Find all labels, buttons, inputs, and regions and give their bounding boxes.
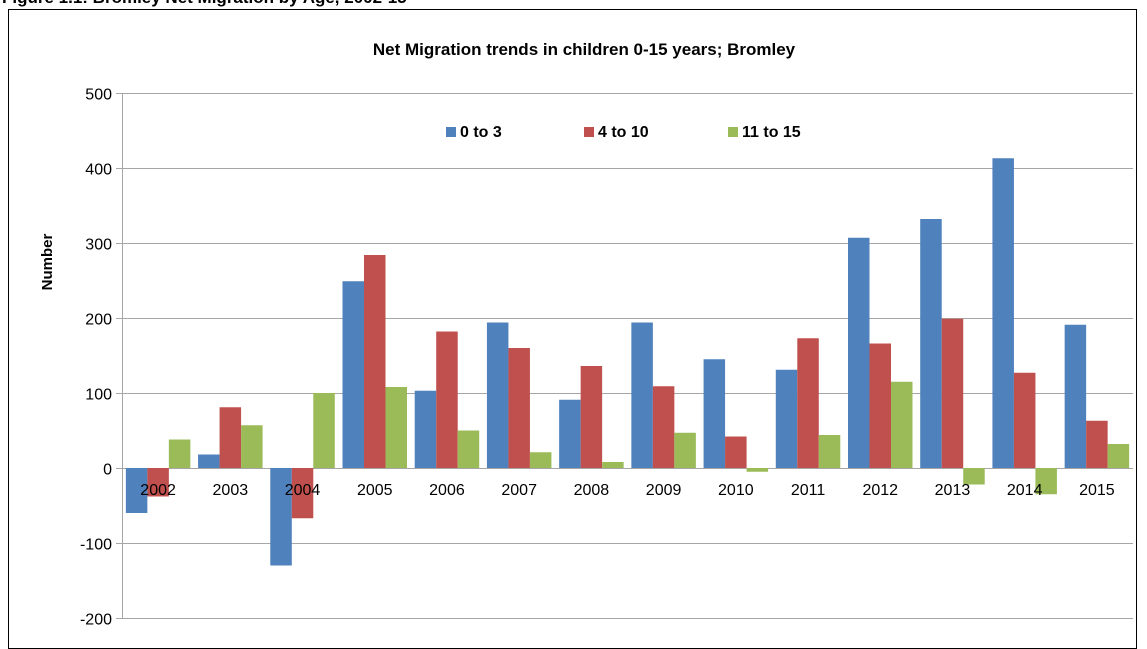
x-tick-label: 2012 <box>862 482 898 499</box>
bar-11-to-15-2003 <box>241 425 263 468</box>
bar-0-to-3-2008 <box>559 399 581 468</box>
x-tick-label: 2002 <box>140 482 176 499</box>
bar-0-to-3-2004 <box>270 468 292 566</box>
y-tick-label: 300 <box>85 237 112 254</box>
x-tick-label: 2007 <box>501 482 537 499</box>
x-tick-label: 2010 <box>718 482 754 499</box>
chart-title: Net Migration trends in children 0-15 ye… <box>373 40 796 59</box>
bar-11-to-15-2005 <box>385 387 407 468</box>
bar-0-to-3-2013 <box>920 219 942 468</box>
gridlines <box>116 93 1133 619</box>
x-tick-label: 2005 <box>357 482 393 499</box>
bar-0-to-3-2010 <box>703 359 726 468</box>
bar-11-to-15-2014 <box>1035 468 1057 495</box>
bar-4-to-10-2005 <box>364 255 386 468</box>
bar-0-to-3-2015 <box>1064 324 1087 468</box>
x-tick-label: 2003 <box>213 482 249 499</box>
y-axis-label: Number <box>39 234 56 291</box>
y-axis-ticks: -200 -100 0 100 200 300 400 500 <box>80 87 112 629</box>
bar-11-to-15-2009 <box>674 432 696 468</box>
x-tick-label: 2015 <box>1079 482 1115 499</box>
bar-11-to-15-2011 <box>818 435 841 468</box>
legend: 0 to 3 4 to 10 11 to 15 <box>446 124 801 141</box>
chart-frame: Net Migration trends in children 0-15 ye… <box>8 9 1137 649</box>
bar-11-to-15-2012 <box>891 381 913 468</box>
bar-0-to-3-2014 <box>992 158 1014 468</box>
legend-swatch <box>446 127 456 137</box>
bar-4-to-10-2008 <box>580 366 603 468</box>
bar-4-to-10-2006 <box>436 331 458 468</box>
bar-11-to-15-2010 <box>746 468 769 472</box>
bar-11-to-15-2007 <box>529 452 552 468</box>
bar-chart: Net Migration trends in children 0-15 ye… <box>39 40 1133 629</box>
bar-0-to-3-2003 <box>198 454 220 468</box>
figure-caption: Figure 1.1: Bromley Net Migration by Age… <box>2 0 407 8</box>
bar-0-to-3-2002 <box>125 468 148 513</box>
bar-4-to-10-2011 <box>797 338 819 468</box>
x-tick-label: 2014 <box>1007 482 1043 499</box>
x-tick-label: 2008 <box>574 482 610 499</box>
bar-11-to-15-2004 <box>313 393 335 468</box>
bar-4-to-10-2002 <box>147 468 169 497</box>
x-tick-label: 2013 <box>935 482 971 499</box>
y-tick-label: 400 <box>85 162 112 179</box>
legend-swatch <box>584 127 594 137</box>
bar-0-to-3-2012 <box>848 237 870 468</box>
bar-4-to-10-2013 <box>941 318 964 468</box>
bar-0-to-3-2005 <box>342 281 364 468</box>
bar-4-to-10-2015 <box>1086 420 1108 468</box>
bar-0-to-3-2009 <box>631 322 653 468</box>
bar-11-to-15-2002 <box>168 439 191 468</box>
bar-4-to-10-2003 <box>219 407 242 468</box>
x-axis-ticks: 2002 2003 2004 2005 2006 2007 2008 2009 2010 2011… <box>140 482 1114 499</box>
y-tick-label: 0 <box>103 462 112 479</box>
bar-0-to-3-2011 <box>775 369 798 468</box>
y-tick-label: 100 <box>85 387 112 404</box>
bar-4-to-10-2004 <box>291 468 314 519</box>
y-tick-label: -200 <box>80 612 112 629</box>
legend-label: 0 to 3 <box>460 124 502 141</box>
bar-11-to-15-2006 <box>457 430 480 468</box>
y-tick-label: 200 <box>85 312 112 329</box>
x-tick-label: 2011 <box>791 482 826 499</box>
bar-11-to-15-2008 <box>602 462 624 468</box>
bar-4-to-10-2009 <box>652 386 675 468</box>
y-tick-label: 500 <box>85 87 112 104</box>
bar-0-to-3-2007 <box>486 322 509 468</box>
y-tick-label: -100 <box>80 537 112 554</box>
legend-label: 11 to 15 <box>742 124 801 141</box>
bars <box>125 158 1130 566</box>
bar-4-to-10-2014 <box>1013 372 1036 468</box>
x-tick-label: 2004 <box>285 482 321 499</box>
bar-11-to-15-2013 <box>963 468 985 485</box>
bar-4-to-10-2010 <box>725 436 747 468</box>
bar-0-to-3-2006 <box>414 390 437 468</box>
legend-label: 4 to 10 <box>598 124 649 141</box>
x-tick-label: 2006 <box>429 482 465 499</box>
bar-11-to-15-2015 <box>1107 444 1130 468</box>
bar-4-to-10-2012 <box>869 343 891 468</box>
legend-swatch <box>728 127 738 137</box>
bar-4-to-10-2007 <box>508 348 530 468</box>
x-tick-label: 2009 <box>646 482 682 499</box>
